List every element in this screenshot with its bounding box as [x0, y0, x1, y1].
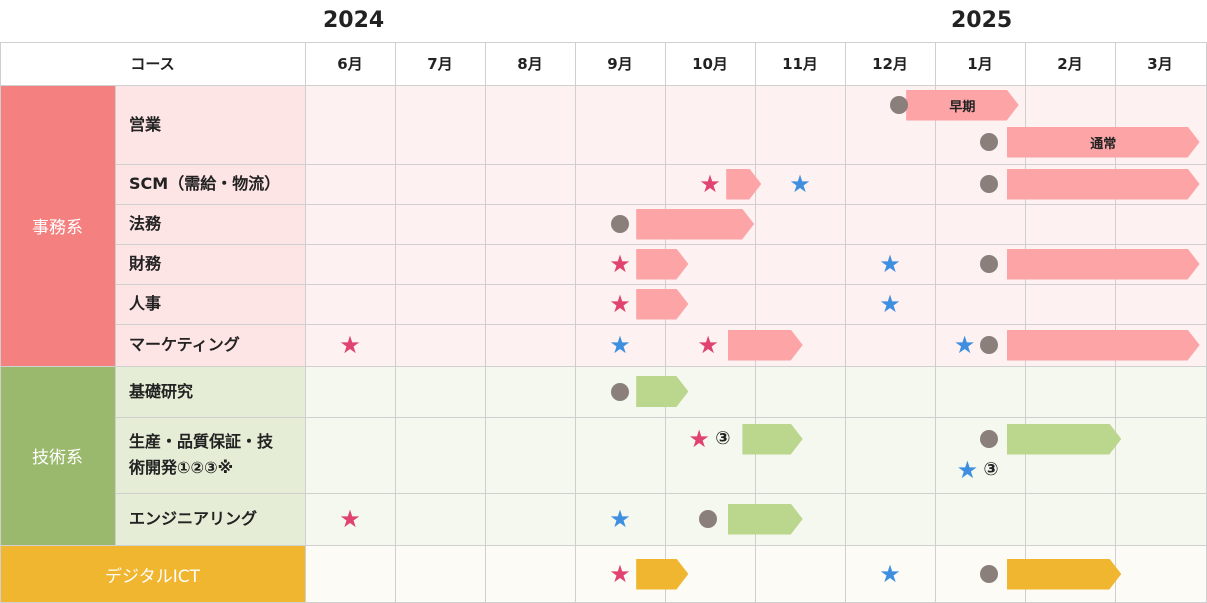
grid-vline	[845, 42, 846, 603]
month-header-4: 9月	[575, 42, 665, 85]
pink-star-icon: ★	[609, 560, 631, 588]
blue-star-icon: ★	[956, 456, 979, 484]
month-header-5: 10月	[665, 42, 755, 85]
month-header-6: 11月	[755, 42, 845, 85]
grid-hline	[115, 417, 1207, 418]
grid-hline	[0, 42, 1207, 43]
schedule-bar	[742, 424, 802, 455]
blue-star-icon: ★	[879, 250, 901, 278]
grid-hline	[115, 324, 1207, 325]
course-eigyo: 営業	[115, 85, 305, 164]
start-dot-icon	[890, 96, 908, 114]
month-header-7: 12月	[845, 42, 935, 85]
grid-hline	[0, 85, 1207, 86]
month-header-2: 7月	[395, 42, 485, 85]
schedule-bar	[636, 559, 688, 590]
grid-hline	[0, 366, 1207, 367]
grid-vline	[305, 42, 306, 603]
start-dot-icon	[980, 430, 998, 448]
schedule-table: コース 事務系 技術系 デジタルICT 営業 SCM（需給・物流） 法務 財務 …	[0, 42, 1207, 603]
grid-vline	[115, 85, 116, 545]
schedule-bar-early: 早期	[906, 90, 1019, 121]
blue-star-icon: ★	[879, 290, 901, 318]
course-engineering: エンジニアリング	[115, 493, 305, 545]
schedule-bar	[728, 504, 803, 535]
blue-star-icon: ★	[789, 170, 811, 198]
course-homu: 法務	[115, 204, 305, 244]
blue-star-icon: ★	[953, 331, 976, 359]
schedule-bar	[1007, 249, 1200, 280]
grid-hline	[115, 244, 1207, 245]
grid-vline	[575, 42, 576, 603]
schedule-bar	[636, 209, 754, 240]
pink-star-icon: ★	[697, 331, 719, 359]
grid-vline	[0, 42, 1, 603]
course-seisan: 生産・品質保証・技術開発①②③※	[115, 417, 305, 493]
month-header-1: 6月	[305, 42, 395, 85]
grid-vline	[395, 42, 396, 603]
start-dot-icon	[980, 565, 998, 583]
pink-star-icon: ★	[339, 331, 361, 359]
note-circled-3: ③	[715, 428, 731, 449]
course-kiso-kenkyu: 基礎研究	[115, 366, 305, 417]
start-dot-icon	[980, 133, 998, 151]
blue-star-icon: ★	[609, 505, 631, 533]
schedule-bar	[636, 376, 688, 407]
grid-vline	[755, 42, 756, 603]
schedule-bar	[728, 330, 803, 361]
bar-label: 通常	[1090, 136, 1117, 152]
grid-hline	[115, 493, 1207, 494]
course-zaimu: 財務	[115, 244, 305, 284]
grid-vline	[935, 42, 936, 603]
start-dot-icon	[611, 215, 629, 233]
month-header-3: 8月	[485, 42, 575, 85]
note-circled-3: ③	[983, 459, 999, 480]
pink-star-icon: ★	[339, 505, 361, 533]
row-background	[305, 284, 1207, 324]
month-header-9: 2月	[1025, 42, 1115, 85]
category-digital-ict: デジタルICT	[0, 545, 305, 603]
grid-hline	[115, 164, 1207, 165]
grid-hline	[0, 545, 1207, 546]
row-background	[305, 204, 1207, 244]
start-dot-icon	[980, 175, 998, 193]
pink-star-icon: ★	[609, 250, 631, 278]
category-gijutsu: 技術系	[0, 366, 115, 545]
start-dot-icon	[980, 255, 998, 273]
schedule-bar-regular: 通常	[1007, 127, 1200, 158]
grid-hline	[115, 204, 1207, 205]
grid-vline	[1025, 42, 1026, 603]
month-header-8: 1月	[935, 42, 1025, 85]
schedule-bar	[1007, 559, 1121, 590]
blue-star-icon: ★	[609, 331, 631, 359]
grid-vline	[485, 42, 486, 603]
schedule-bar	[1007, 330, 1200, 361]
grid-vline	[665, 42, 666, 603]
schedule-bar	[1007, 169, 1200, 200]
course-marketing: マーケティング	[115, 324, 305, 366]
grid-hline	[115, 284, 1207, 285]
pink-star-icon: ★	[609, 290, 631, 318]
schedule-bar	[1007, 424, 1121, 455]
month-header-10: 3月	[1115, 42, 1205, 85]
start-dot-icon	[980, 336, 998, 354]
category-jimu: 事務系	[0, 85, 115, 366]
schedule-bar	[636, 289, 688, 320]
grid-vline	[1115, 42, 1116, 603]
start-dot-icon	[699, 510, 718, 528]
pink-star-icon: ★	[699, 170, 721, 198]
blue-star-icon: ★	[879, 560, 901, 588]
year-2024: 2024	[323, 8, 385, 33]
row-background	[305, 366, 1207, 417]
course-jinji: 人事	[115, 284, 305, 324]
course-scm: SCM（需給・物流）	[115, 164, 305, 204]
bar-label: 早期	[949, 99, 976, 115]
year-2025: 2025	[951, 8, 1013, 33]
start-dot-icon	[611, 382, 629, 401]
pink-star-icon: ★	[688, 425, 710, 453]
schedule-bar	[636, 249, 688, 280]
course-column-header: コース	[0, 42, 305, 85]
